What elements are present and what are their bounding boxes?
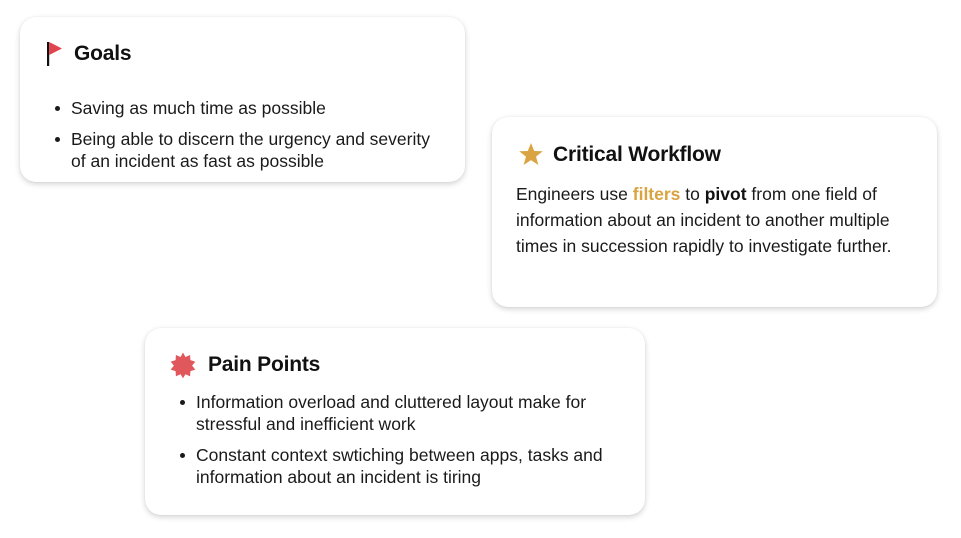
workflow-text-before: Engineers use [516,184,633,204]
goal-item: Saving as much time as possible [51,97,441,119]
goals-list: Saving as much time as possible Being ab… [51,97,441,181]
star-icon [518,142,544,167]
pain-list: Information overload and cluttered layou… [176,391,616,497]
goals-header: Goals [46,41,132,67]
goals-card: Goals Saving as much time as possible Be… [20,17,465,182]
highlight-filters: filters [632,184,681,204]
flag-icon [46,41,64,67]
pain-title: Pain Points [208,353,321,376]
workflow-header: Critical Workflow [518,142,721,167]
workflow-description: Engineers use filters to pivot from one … [516,181,921,259]
highlight-pivot: pivot [704,184,747,204]
pain-points-card: Pain Points Information overload and clu… [145,328,645,515]
goal-item: Being able to discern the urgency and se… [51,128,441,172]
goals-title: Goals [74,42,132,65]
workflow-text-middle: to [680,184,705,204]
burst-icon [170,352,196,378]
workflow-title: Critical Workflow [553,142,721,166]
pain-header: Pain Points [170,352,320,378]
pain-item: Information overload and cluttered layou… [176,391,616,435]
workflow-text-after: from one field of information about an i… [516,184,892,256]
critical-workflow-card: Critical Workflow Engineers use filters … [492,117,937,307]
pain-item: Constant context swtiching between apps,… [176,444,616,488]
